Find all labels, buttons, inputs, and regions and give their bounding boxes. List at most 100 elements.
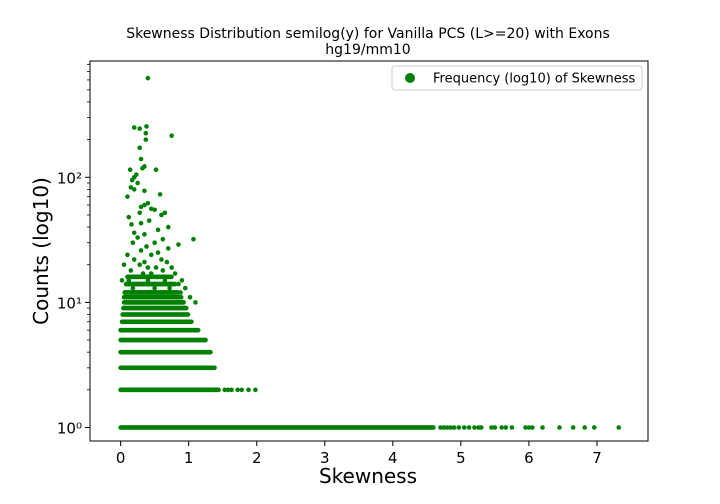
data-point bbox=[155, 274, 161, 280]
data-point bbox=[162, 278, 168, 283]
data-point bbox=[138, 156, 144, 162]
data-point bbox=[131, 187, 137, 192]
data-point bbox=[143, 137, 149, 142]
data-point bbox=[135, 180, 140, 186]
data-point bbox=[138, 281, 144, 287]
data-point bbox=[145, 200, 151, 206]
data-point bbox=[203, 337, 208, 343]
data-point bbox=[172, 271, 178, 276]
data-point bbox=[472, 425, 477, 430]
x-tick-label: 1 bbox=[184, 449, 194, 467]
data-point bbox=[492, 425, 498, 430]
data-point bbox=[130, 240, 136, 245]
data-point bbox=[478, 425, 484, 430]
data-point bbox=[162, 210, 168, 216]
data-point bbox=[193, 300, 198, 305]
data-point bbox=[142, 259, 147, 265]
legend-label: Frequency (log10) of Skewness bbox=[433, 72, 636, 87]
data-point bbox=[125, 252, 130, 258]
data-point bbox=[466, 425, 472, 430]
data-point bbox=[143, 130, 149, 136]
data-point bbox=[137, 262, 142, 268]
data-point bbox=[144, 124, 149, 129]
data-point bbox=[159, 212, 164, 218]
data-point bbox=[137, 126, 142, 131]
data-point bbox=[129, 222, 134, 227]
data-point bbox=[570, 425, 576, 430]
data-point bbox=[130, 285, 136, 291]
data-point bbox=[222, 387, 228, 393]
data-point bbox=[456, 425, 462, 430]
data-point bbox=[137, 145, 142, 151]
data-point bbox=[191, 236, 196, 242]
data-point bbox=[246, 387, 251, 393]
data-point bbox=[431, 425, 436, 430]
data-point bbox=[591, 425, 597, 430]
data-point bbox=[135, 235, 140, 240]
data-point bbox=[216, 387, 221, 393]
data-point bbox=[172, 281, 178, 287]
data-point bbox=[131, 125, 137, 130]
data-point bbox=[144, 290, 149, 295]
data-point bbox=[183, 305, 189, 311]
data-point bbox=[499, 425, 505, 430]
data-point bbox=[229, 387, 234, 393]
data-point bbox=[142, 202, 147, 208]
data-point bbox=[160, 236, 166, 242]
x-tick-label: 3 bbox=[320, 449, 330, 467]
data-point bbox=[182, 285, 188, 291]
data-point bbox=[540, 425, 545, 430]
data-point bbox=[138, 220, 144, 226]
data-point bbox=[144, 244, 149, 249]
y-axis-label: Counts (log10) bbox=[29, 177, 53, 325]
x-tick-label: 2 bbox=[252, 449, 262, 467]
data-point bbox=[448, 425, 453, 430]
data-point bbox=[126, 214, 132, 220]
data-point bbox=[165, 224, 171, 230]
x-tick-label: 7 bbox=[592, 449, 602, 467]
data-point bbox=[178, 290, 183, 295]
data-point bbox=[145, 278, 151, 283]
data-point bbox=[616, 425, 622, 430]
data-point bbox=[178, 294, 184, 300]
data-point bbox=[195, 327, 201, 333]
data-point bbox=[142, 232, 147, 237]
data-point bbox=[159, 290, 164, 295]
x-tick-label: 5 bbox=[456, 449, 466, 467]
data-point bbox=[137, 210, 142, 216]
data-point bbox=[155, 250, 161, 255]
data-point bbox=[169, 133, 174, 138]
data-point bbox=[461, 425, 467, 430]
data-point bbox=[135, 294, 140, 300]
data-point bbox=[187, 294, 193, 300]
data-point bbox=[171, 294, 176, 300]
data-point bbox=[148, 271, 154, 276]
data-point bbox=[157, 192, 163, 197]
data-point bbox=[152, 240, 157, 245]
data-point bbox=[152, 207, 157, 213]
data-point bbox=[438, 425, 443, 430]
y-tick-label: 10⁰ bbox=[57, 419, 82, 437]
data-point bbox=[523, 425, 528, 430]
data-point bbox=[129, 177, 135, 183]
data-point bbox=[176, 242, 181, 247]
data-point bbox=[451, 425, 457, 430]
data-point bbox=[153, 167, 159, 172]
data-points bbox=[118, 75, 622, 430]
data-point bbox=[503, 425, 509, 430]
data-point bbox=[148, 252, 154, 258]
data-point bbox=[441, 425, 447, 430]
data-point bbox=[153, 265, 159, 270]
data-point bbox=[208, 349, 213, 355]
data-point bbox=[131, 257, 137, 262]
data-point bbox=[444, 425, 450, 430]
data-point bbox=[557, 425, 562, 430]
data-point bbox=[164, 259, 170, 265]
data-point bbox=[239, 387, 245, 393]
data-point bbox=[176, 281, 181, 287]
data-point bbox=[169, 274, 174, 280]
data-point bbox=[131, 230, 137, 236]
x-tick-label: 4 bbox=[388, 449, 398, 467]
legend-box bbox=[391, 65, 643, 91]
data-point bbox=[167, 285, 172, 291]
